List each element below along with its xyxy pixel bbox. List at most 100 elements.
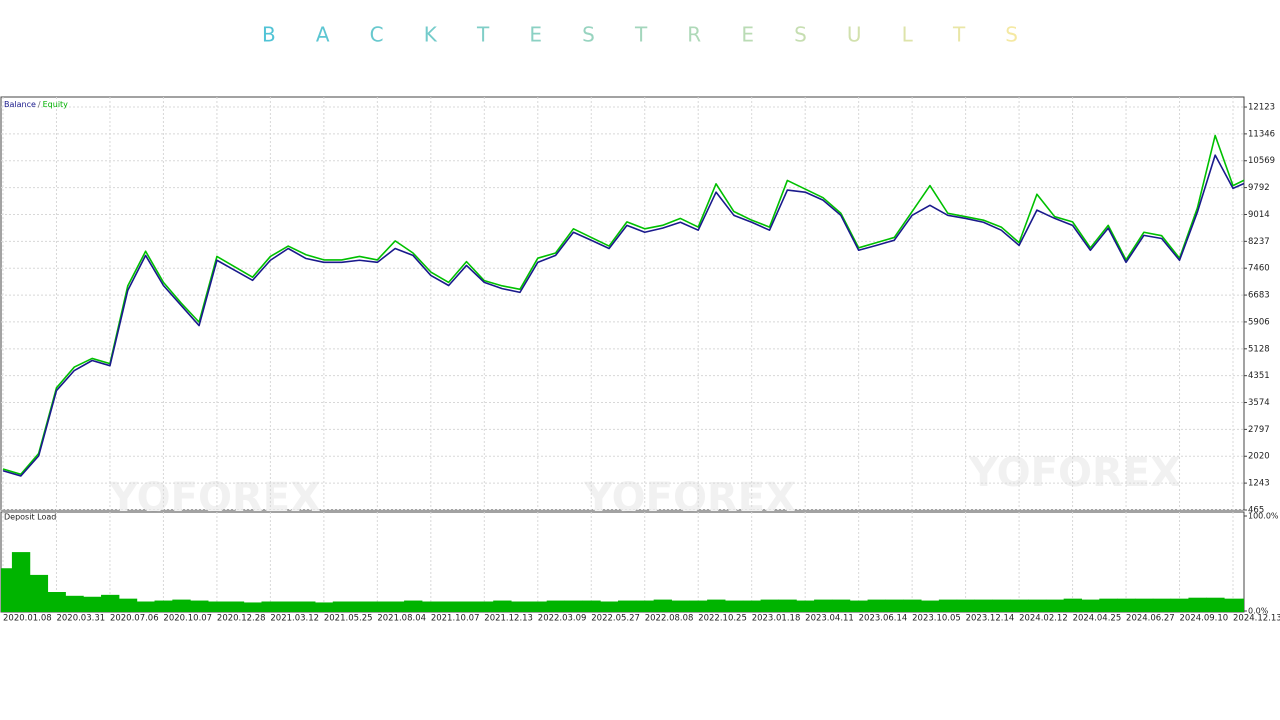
y-tick-label: 12123 xyxy=(1248,103,1275,113)
x-tick-label: 2020.01.08 xyxy=(3,614,52,624)
x-tick-label: 2024.06.27 xyxy=(1126,614,1175,624)
load-bar xyxy=(938,599,958,612)
load-bar xyxy=(1241,598,1244,612)
x-tick-label: 2024.04.25 xyxy=(1073,614,1122,624)
load-bar xyxy=(849,600,869,612)
load-bar xyxy=(421,601,441,612)
load-bar xyxy=(475,601,494,612)
load-bar xyxy=(439,601,459,612)
x-tick-label: 2022.03.09 xyxy=(538,614,587,624)
load-bar xyxy=(172,599,191,612)
load-bar xyxy=(136,601,156,612)
watermark: YOFOREX xyxy=(583,475,796,521)
x-tick-label: 2020.03.31 xyxy=(56,614,105,624)
legend-balance: Balance xyxy=(4,100,36,109)
load-bar xyxy=(814,599,833,612)
legend-separator: / xyxy=(38,100,41,109)
load-bar xyxy=(279,601,298,612)
load-bar xyxy=(118,598,138,612)
main-panel xyxy=(0,96,1245,511)
load-bar xyxy=(528,601,548,612)
load-bar xyxy=(404,600,423,612)
x-tick-label: 2020.10.07 xyxy=(163,614,212,624)
main-plot xyxy=(1,97,1244,510)
load-bar xyxy=(457,601,476,612)
load-bar xyxy=(65,595,84,612)
load-bar xyxy=(1028,599,1047,612)
load-bar xyxy=(1045,599,1065,612)
load-bar xyxy=(956,599,976,612)
load-bar xyxy=(29,574,49,612)
series-line xyxy=(2,134,1244,476)
y-tick-label: 1243 xyxy=(1248,479,1270,489)
y-tick-label: 8237 xyxy=(1248,237,1270,247)
x-tick-label: 2020.12.28 xyxy=(217,614,266,624)
load-bar xyxy=(1152,598,1172,612)
y-tick-label: 3574 xyxy=(1248,398,1270,408)
load-bar xyxy=(1188,597,1207,612)
y-tick-label: 6683 xyxy=(1248,291,1270,301)
x-tick-label: 2021.10.07 xyxy=(431,614,480,624)
legend: Balance / Equity xyxy=(4,100,68,109)
y-tick-label: 9014 xyxy=(1248,210,1270,220)
load-bar xyxy=(885,599,904,612)
x-tick-label: 2024.09.10 xyxy=(1180,614,1229,624)
load-bar xyxy=(742,600,762,612)
load-bar xyxy=(11,552,31,612)
load-bar xyxy=(992,599,1011,612)
load-bar xyxy=(867,599,886,612)
load-bar xyxy=(796,600,815,612)
x-tick-label: 2023.06.14 xyxy=(859,614,908,624)
load-bar xyxy=(831,599,851,612)
x-tick-label: 2024.02.12 xyxy=(1019,614,1068,624)
load-bar xyxy=(671,600,690,612)
load-bar xyxy=(903,599,922,612)
x-tick-label: 2023.12.14 xyxy=(966,614,1015,624)
load-bar xyxy=(190,600,209,612)
load-bar xyxy=(1224,598,1243,612)
load-bar xyxy=(546,600,566,612)
load-bar xyxy=(154,600,173,612)
load-bar xyxy=(297,601,316,612)
load-bar xyxy=(261,601,280,612)
x-tick-label: 2021.12.13 xyxy=(484,614,533,624)
x-tick-label: 2023.10.05 xyxy=(912,614,961,624)
y-tick-label: 465 xyxy=(1248,506,1264,516)
load-plot xyxy=(1,512,1244,612)
load-bar xyxy=(386,601,405,612)
x-tick-label: 2023.01.18 xyxy=(752,614,801,624)
load-bar xyxy=(760,599,779,612)
load-bar xyxy=(1099,598,1118,612)
load-bar xyxy=(83,596,102,612)
watermark: YOFOREX xyxy=(968,450,1181,496)
y-tick-label: 5128 xyxy=(1248,344,1270,354)
y-tick-label: 11346 xyxy=(1248,129,1275,139)
load-bar xyxy=(635,600,655,612)
y-tick-label: 4351 xyxy=(1248,371,1270,381)
x-tick-label: 2022.10.25 xyxy=(698,614,747,624)
y-tick-label: 7460 xyxy=(1248,264,1270,274)
y-tick-label: 2797 xyxy=(1248,425,1270,435)
load-bar xyxy=(332,601,352,612)
load-bar xyxy=(350,601,369,612)
legend-equity: Equity xyxy=(43,100,69,109)
load-bar xyxy=(1,568,13,612)
load-bar xyxy=(921,600,940,612)
load-panel xyxy=(0,511,1245,613)
load-bar xyxy=(778,599,797,612)
x-tick-label: 2021.08.04 xyxy=(377,614,426,624)
y-tick-label: 9792 xyxy=(1248,183,1270,193)
x-tick-label: 2020.07.06 xyxy=(110,614,159,624)
load-bar xyxy=(47,592,66,612)
load-bar xyxy=(618,600,637,612)
x-tick-label: 2024.12.13 xyxy=(1233,614,1280,624)
load-bar xyxy=(707,599,726,612)
series-line xyxy=(2,154,1244,477)
y-tick-label: 5906 xyxy=(1248,317,1270,327)
load-bar xyxy=(1170,598,1189,612)
load-bar xyxy=(564,600,583,612)
watermark: YOFOREX xyxy=(108,475,321,521)
load-bar xyxy=(208,601,227,612)
load-bar xyxy=(689,600,708,612)
